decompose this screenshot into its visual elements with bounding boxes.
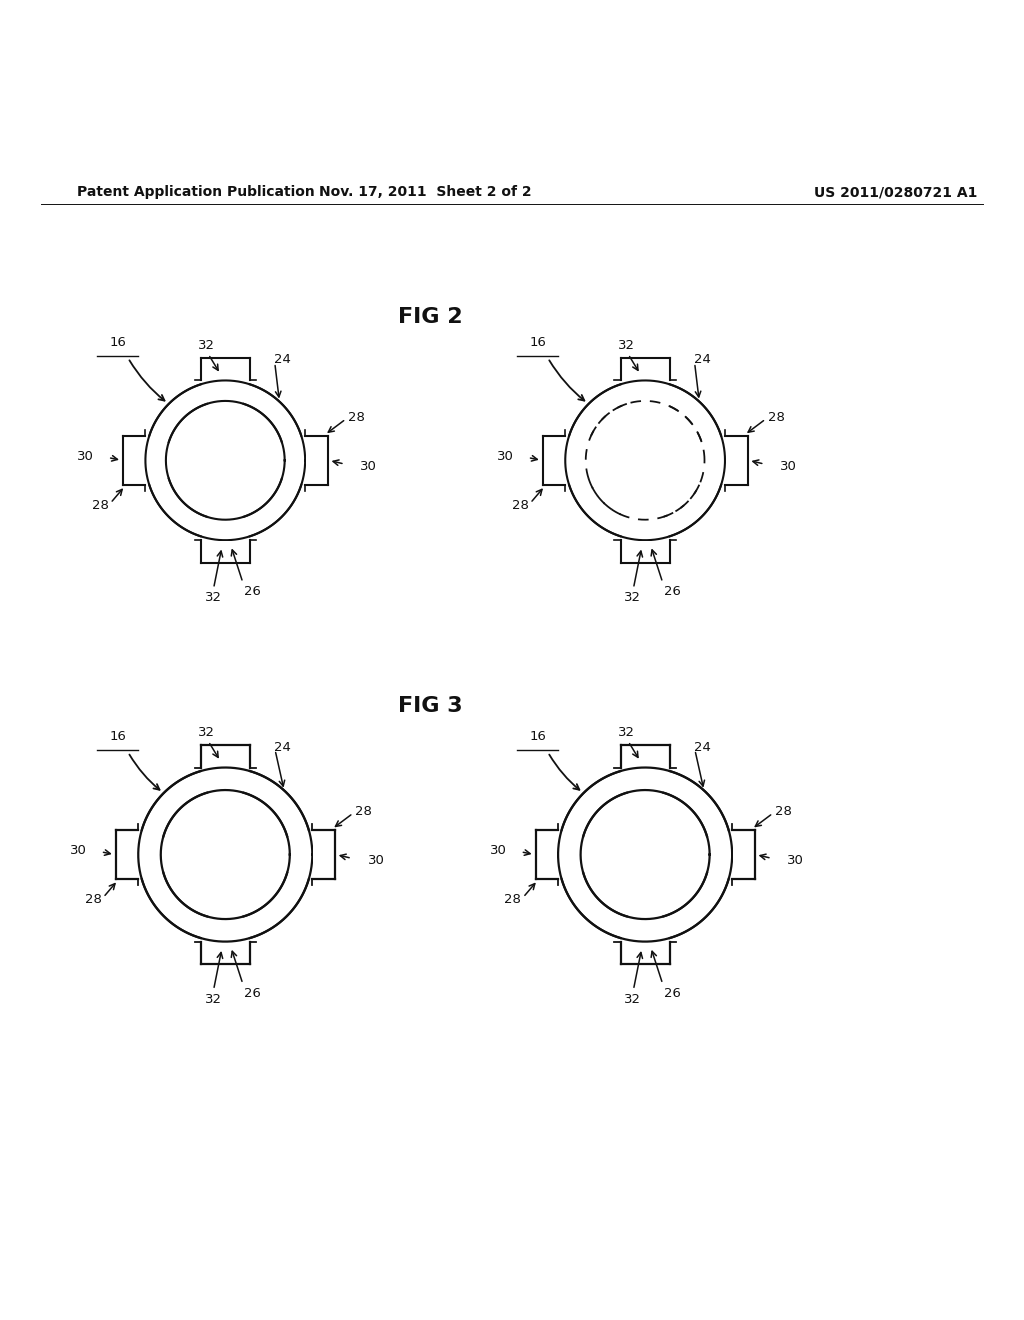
- Text: 28: 28: [355, 805, 372, 818]
- Text: 24: 24: [274, 354, 291, 367]
- Bar: [618, 537, 672, 561]
- Text: 16: 16: [110, 730, 126, 743]
- Bar: [544, 437, 564, 484]
- Bar: [313, 832, 334, 878]
- Bar: [199, 939, 252, 962]
- Text: 28: 28: [92, 499, 109, 512]
- Bar: [202, 541, 249, 562]
- Text: FIG 3: FIG 3: [397, 696, 463, 715]
- Text: 32: 32: [625, 993, 641, 1006]
- Text: 24: 24: [694, 354, 711, 367]
- Text: 30: 30: [368, 854, 384, 867]
- Text: 26: 26: [664, 986, 680, 999]
- Text: 32: 32: [205, 591, 221, 605]
- Bar: [202, 942, 249, 964]
- Text: Patent Application Publication: Patent Application Publication: [77, 185, 314, 199]
- Text: 26: 26: [244, 986, 260, 999]
- Text: 32: 32: [199, 339, 215, 351]
- Text: US 2011/0280721 A1: US 2011/0280721 A1: [814, 185, 978, 199]
- Bar: [622, 359, 669, 379]
- Text: 30: 30: [787, 854, 804, 867]
- Bar: [202, 359, 249, 379]
- Text: 16: 16: [110, 337, 126, 348]
- Text: 28: 28: [775, 805, 792, 818]
- Text: 32: 32: [618, 339, 635, 351]
- Text: 28: 28: [505, 894, 521, 906]
- Bar: [726, 437, 746, 484]
- Bar: [124, 437, 144, 484]
- Text: 24: 24: [694, 741, 711, 754]
- Text: 30: 30: [71, 843, 87, 857]
- Text: 30: 30: [498, 450, 514, 463]
- Text: 28: 28: [85, 894, 101, 906]
- Bar: [306, 437, 327, 484]
- Bar: [618, 939, 672, 962]
- Bar: [538, 828, 561, 882]
- Text: Nov. 17, 2011  Sheet 2 of 2: Nov. 17, 2011 Sheet 2 of 2: [318, 185, 531, 199]
- Text: 28: 28: [348, 411, 365, 424]
- Text: 26: 26: [244, 585, 260, 598]
- Text: 16: 16: [529, 730, 546, 743]
- Text: FIG 2: FIG 2: [397, 308, 463, 327]
- Bar: [622, 541, 669, 562]
- Text: 30: 30: [490, 843, 507, 857]
- Bar: [537, 832, 557, 878]
- Bar: [618, 356, 672, 384]
- Bar: [202, 746, 249, 767]
- Text: 24: 24: [274, 741, 291, 754]
- Text: 26: 26: [664, 585, 680, 598]
- Text: 32: 32: [618, 726, 635, 739]
- Bar: [733, 832, 754, 878]
- Bar: [545, 434, 568, 487]
- Bar: [199, 356, 252, 384]
- Bar: [302, 434, 329, 487]
- Text: 32: 32: [199, 726, 215, 739]
- Text: 16: 16: [529, 337, 546, 348]
- Bar: [722, 434, 749, 487]
- Text: 30: 30: [78, 450, 94, 463]
- Bar: [618, 744, 672, 771]
- Text: 30: 30: [360, 459, 377, 473]
- Text: 32: 32: [205, 993, 221, 1006]
- Bar: [118, 828, 141, 882]
- Text: 28: 28: [768, 411, 784, 424]
- Bar: [125, 434, 148, 487]
- Bar: [729, 828, 756, 882]
- Text: 30: 30: [780, 459, 797, 473]
- Bar: [622, 942, 669, 964]
- Bar: [117, 832, 137, 878]
- Bar: [199, 744, 252, 771]
- Text: 28: 28: [512, 499, 528, 512]
- Bar: [199, 537, 252, 561]
- Bar: [309, 828, 336, 882]
- Bar: [622, 746, 669, 767]
- Text: 32: 32: [625, 591, 641, 605]
